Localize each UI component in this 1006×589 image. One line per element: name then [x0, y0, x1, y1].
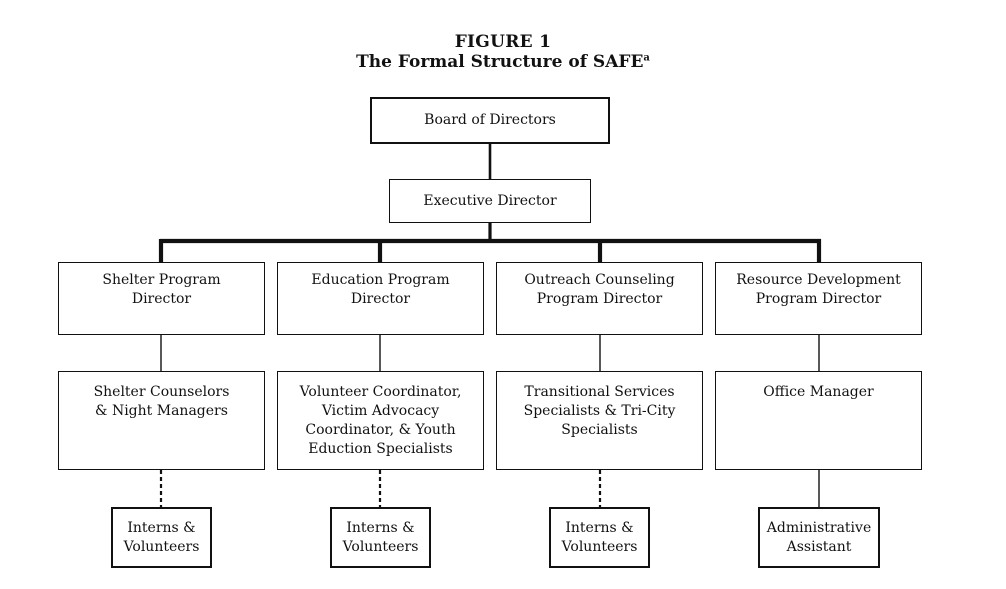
education-staff-label: Volunteer Coordinator, Victim Advocacy C… — [299, 384, 462, 457]
outreach-support-box: Interns & Volunteers — [549, 507, 650, 568]
shelter-support-label: Interns & Volunteers — [123, 519, 200, 555]
executive-director-label: Executive Director — [423, 192, 557, 209]
shelter-support-box: Interns & Volunteers — [111, 507, 212, 568]
outreach-counseling-program-director-label: Outreach Counseling Program Director — [524, 272, 675, 307]
outreach-support-label: Interns & Volunteers — [561, 519, 638, 555]
board-of-directors-box: Board of Directors — [370, 97, 610, 144]
shelter-program-director-box: Shelter Program Director — [58, 262, 265, 335]
education-program-director-label: Education Program Director — [311, 272, 450, 307]
resource-staff-label: Office Manager — [763, 384, 874, 400]
figure-label: FIGURE 1 — [454, 32, 552, 52]
resource-support-label: Administrative Assistant — [766, 519, 872, 555]
shelter-program-director-label: Shelter Program Director — [102, 272, 221, 307]
education-support-label: Interns & Volunteers — [342, 519, 419, 555]
board-of-directors-label: Board of Directors — [424, 112, 556, 128]
resource-support-box: Administrative Assistant — [758, 507, 880, 568]
outreach-counseling-program-director-box: Outreach Counseling Program Director — [496, 262, 703, 335]
resource-development-program-director-box: Resource Development Program Director — [715, 262, 922, 335]
education-support-box: Interns & Volunteers — [330, 507, 431, 568]
outreach-staff-box: Transitional Services Specialists & Tri-… — [496, 371, 703, 470]
shelter-staff-box: Shelter Counselors & Night Managers — [58, 371, 265, 470]
figure-title-text: The Formal Structure of SAFE — [356, 52, 644, 72]
executive-director-box: Executive Director — [389, 179, 591, 223]
resource-staff-box: Office Manager — [715, 371, 922, 470]
figure-title: The Formal Structure of SAFEa — [0, 52, 1006, 72]
shelter-staff-label: Shelter Counselors & Night Managers — [93, 384, 230, 419]
education-program-director-box: Education Program Director — [277, 262, 484, 335]
figure-title-footnote-marker: a — [643, 52, 650, 64]
outreach-staff-label: Transitional Services Specialists & Tri-… — [523, 384, 676, 438]
resource-development-program-director-label: Resource Development Program Director — [736, 272, 901, 307]
education-staff-box: Volunteer Coordinator, Victim Advocacy C… — [277, 371, 484, 470]
